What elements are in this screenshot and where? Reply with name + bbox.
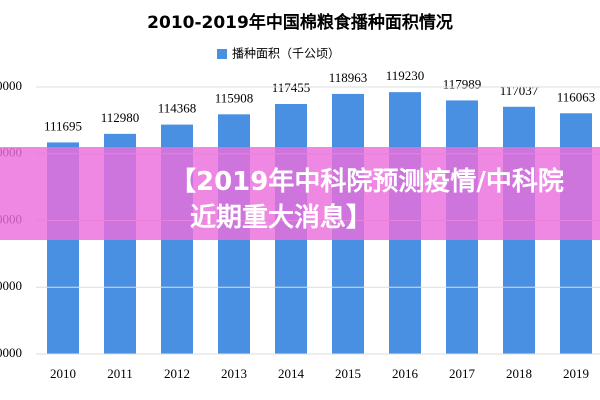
value-label: 114368 xyxy=(158,101,197,116)
x-tick-label: 2018 xyxy=(506,366,532,381)
value-label: 115908 xyxy=(215,90,254,105)
value-label: 112980 xyxy=(101,110,140,125)
chart-title: 2010-2019年中国棉粮食播种面积情况 xyxy=(147,12,453,33)
banner-line: 近期重大消息】 xyxy=(190,203,373,233)
legend-swatch xyxy=(217,49,227,59)
value-label: 117989 xyxy=(443,76,482,91)
value-label: 119230 xyxy=(386,68,425,83)
value-label: 116063 xyxy=(557,89,596,104)
legend-label: 播种面积（千公顷） xyxy=(232,47,340,61)
x-tick-label: 2013 xyxy=(221,366,247,381)
x-tick-label: 2016 xyxy=(392,366,419,381)
x-tick-label: 2011 xyxy=(107,366,133,381)
y-tick-label: 90000 xyxy=(0,278,22,293)
value-label: 118963 xyxy=(329,70,368,85)
x-tick-label: 2012 xyxy=(164,366,190,381)
x-tick-label: 2019 xyxy=(563,366,589,381)
banner: 【2019年中科院预测疫情/中科院 近期重大消息】 xyxy=(0,147,600,240)
y-tick-label: 120000 xyxy=(0,78,22,93)
x-tick-label: 2017 xyxy=(449,366,476,381)
value-label: 117037 xyxy=(500,83,539,98)
x-tick-label: 2014 xyxy=(278,366,305,381)
banner-line: 【2019年中科院预测疫情/中科院 xyxy=(170,167,564,197)
x-tick-label: 2010 xyxy=(50,366,76,381)
value-label: 111695 xyxy=(44,118,82,133)
y-tick-label: 80000 xyxy=(0,345,22,360)
x-tick-label: 2015 xyxy=(335,366,361,381)
